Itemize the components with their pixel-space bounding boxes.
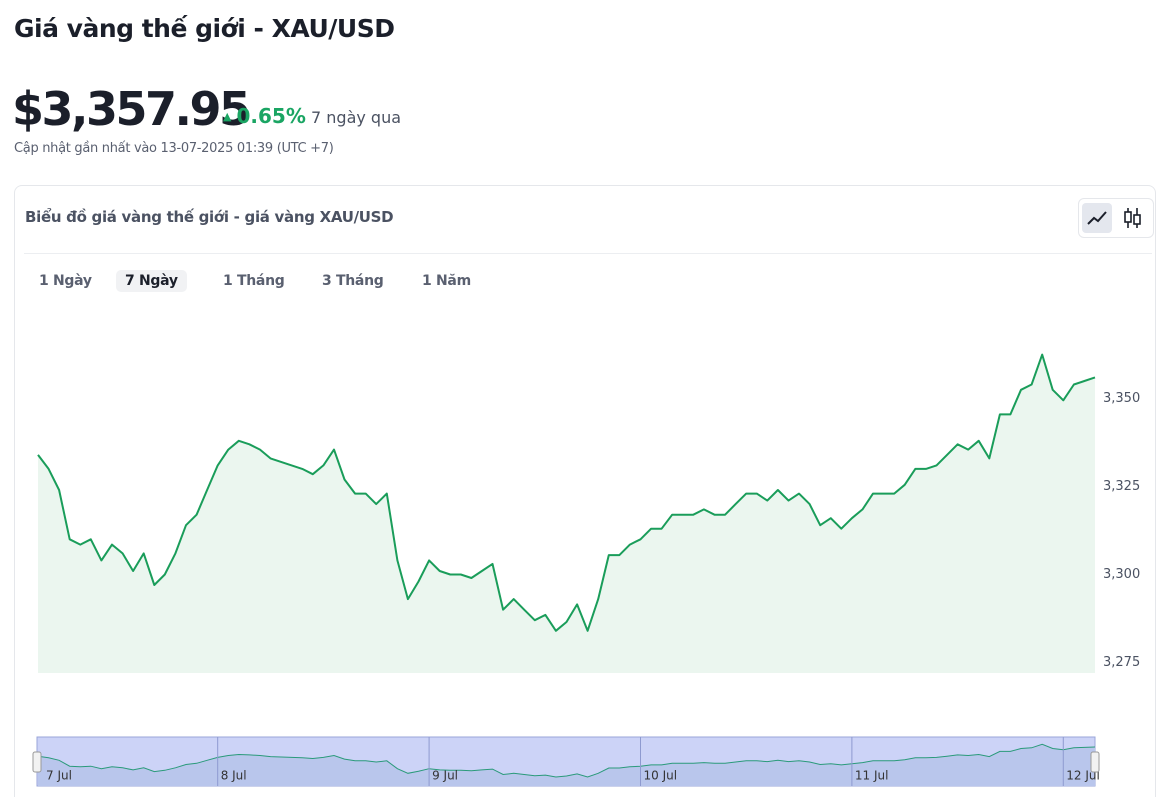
tab[interactable]: 3 Tháng — [322, 273, 384, 289]
change: ▲ 0.65% — [223, 104, 306, 128]
y-tick-label: 3,300 — [1103, 567, 1140, 582]
candle-button[interactable] — [1124, 208, 1141, 228]
x-tick-label: 7 Jul — [46, 769, 72, 783]
navigator-handle[interactable] — [32, 751, 42, 773]
tab[interactable]: 1 Tháng — [223, 273, 285, 289]
area — [38, 354, 1095, 673]
y-tick-label: 3,275 — [1103, 655, 1140, 670]
chart-type-icons — [1082, 203, 1141, 233]
tab[interactable]: 1 Năm — [422, 273, 471, 289]
line-icon — [1087, 211, 1107, 225]
up-arrow: ▲ — [223, 110, 232, 123]
navigator-line — [37, 743, 1096, 778]
change-value: 0.65% — [236, 104, 306, 128]
updated-time: Cập nhật gần nhất vào 13-07-2025 01:39 (… — [14, 141, 334, 156]
price: $3,357.95 — [12, 82, 251, 136]
x-tick-label: 11 Jul — [855, 769, 889, 783]
tab[interactable]: 1 Ngày — [39, 273, 92, 289]
line-chart-button[interactable] — [1082, 203, 1112, 233]
y-tick-label: 3,350 — [1103, 391, 1140, 406]
page-title: Giá vàng thế giới - XAU/USD — [14, 14, 395, 43]
navigator-handle[interactable] — [1090, 751, 1100, 773]
x-tick-label: 8 Jul — [221, 769, 247, 783]
period: 7 ngày qua — [311, 108, 402, 127]
x-tick-label: 10 Jul — [643, 769, 677, 783]
x-tick-label: 9 Jul — [432, 769, 458, 783]
chart-type-switch — [1078, 198, 1154, 238]
line — [37, 353, 1096, 632]
navigator-area — [38, 744, 1095, 786]
chart-title: Biểu đồ giá vàng thế giới - giá vàng XAU… — [25, 208, 394, 226]
divider — [24, 253, 1152, 254]
y-tick-label: 3,325 — [1103, 479, 1140, 494]
tab-active[interactable]: 7 Ngày — [116, 270, 187, 292]
